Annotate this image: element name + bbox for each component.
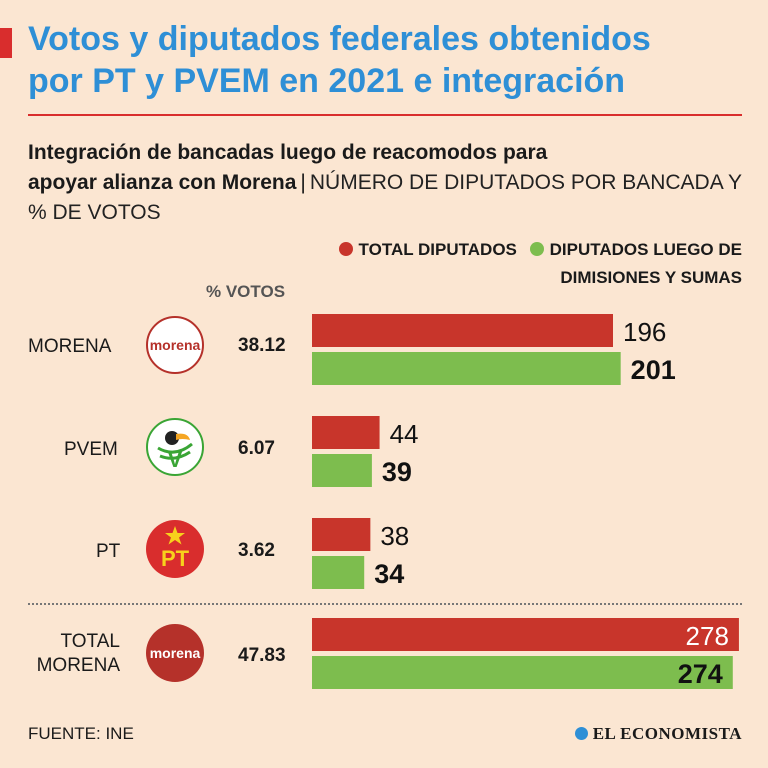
globe-icon — [574, 727, 588, 740]
bar-total-3 — [312, 618, 739, 651]
bar-total-2 — [312, 518, 371, 551]
votes-pt: 3.62 — [238, 540, 275, 561]
label-after-3: 274 — [678, 659, 723, 689]
chart-subtitle: Integración de bancadas luego de reacomo… — [28, 138, 748, 228]
votes-pvem: 6.07 — [238, 438, 275, 459]
title-line-2: por PT y PVEM en 2021 e integración — [28, 62, 626, 100]
accent-bar — [0, 28, 12, 58]
row-label-pt: PT — [96, 540, 120, 564]
bar-after-3 — [312, 656, 733, 689]
row-label-text: PT — [96, 541, 121, 562]
label-after-1: 39 — [382, 457, 412, 487]
pvem-toucan-icon: V — [150, 422, 200, 472]
bar-after-1 — [312, 454, 372, 487]
total-divider — [28, 603, 742, 605]
legend-item-total: TOTAL DIPUTADOS — [338, 240, 522, 259]
legend-label-after-1: DIPUTADOS LUEGO DE — [549, 240, 742, 259]
subtitle-bold-1: Integración de bancadas luego de reacomo… — [28, 141, 548, 164]
votes-column-header: % VOTOS — [206, 282, 286, 301]
votes-total: 47.83 — [238, 645, 286, 666]
subtitle-light: NÚMERO DE DIPUTADOS POR BANCADA Y % DE V… — [28, 171, 742, 224]
label-after-0: 201 — [631, 355, 676, 385]
label-after-2: 34 — [374, 559, 404, 589]
chart-legend: TOTAL DIPUTADOS DIPUTADOS LUEGO DE DIMIS… — [302, 236, 742, 292]
bar-after-2 — [312, 556, 365, 589]
row-label-text: MORENA — [36, 655, 120, 676]
subtitle-separator: | — [300, 171, 306, 194]
row-label-morena: MORENA — [28, 335, 111, 359]
title-line-1: Votos y diputados federales obtenidos — [28, 20, 651, 58]
row-label-total: TOTAL MORENA — [28, 630, 120, 678]
legend-label-after-2: DIMISIONES Y SUMAS — [560, 268, 742, 287]
label-total-0: 196 — [623, 317, 666, 347]
legend-label-total: TOTAL DIPUTADOS — [358, 240, 517, 259]
brand-logo: EL ECONOMISTA — [574, 724, 742, 744]
row-label-text: TOTAL — [60, 631, 120, 652]
pvem-logo-text: V — [168, 447, 183, 472]
pt-logo-text: PT — [161, 546, 190, 571]
morena-total-logo: morena — [146, 624, 204, 682]
morena-total-logo-text: morena — [149, 645, 201, 661]
pt-logo: PT — [146, 520, 204, 578]
row-label-text: PVEM — [64, 439, 118, 460]
source-note: FUENTE: INE — [28, 724, 134, 743]
label-total-3: 278 — [686, 621, 729, 651]
title-divider — [28, 114, 742, 116]
pvem-logo: V — [146, 418, 204, 476]
bar-total-0 — [312, 314, 613, 347]
morena-logo-text: morena — [149, 337, 201, 353]
row-label-pvem: PVEM — [64, 438, 118, 462]
label-total-2: 38 — [380, 521, 409, 551]
row-label-text: MORENA — [28, 336, 112, 357]
legend-item-after: DIPUTADOS LUEGO DE — [529, 240, 742, 259]
morena-logo: morena — [146, 316, 204, 374]
pt-star-icon: PT — [161, 526, 190, 571]
bar-after-0 — [312, 352, 621, 385]
legend-dot-total-icon — [338, 242, 353, 256]
page-title: Votos y diputados federales obtenidos po… — [28, 18, 748, 102]
subtitle-bold-2: apoyar alianza con Morena — [28, 171, 297, 194]
legend-dot-after-icon — [529, 242, 544, 256]
bar-total-1 — [312, 416, 380, 449]
brand-text: EL ECONOMISTA — [592, 724, 742, 743]
votes-morena: 38.12 — [238, 335, 286, 356]
label-total-1: 44 — [390, 419, 419, 449]
